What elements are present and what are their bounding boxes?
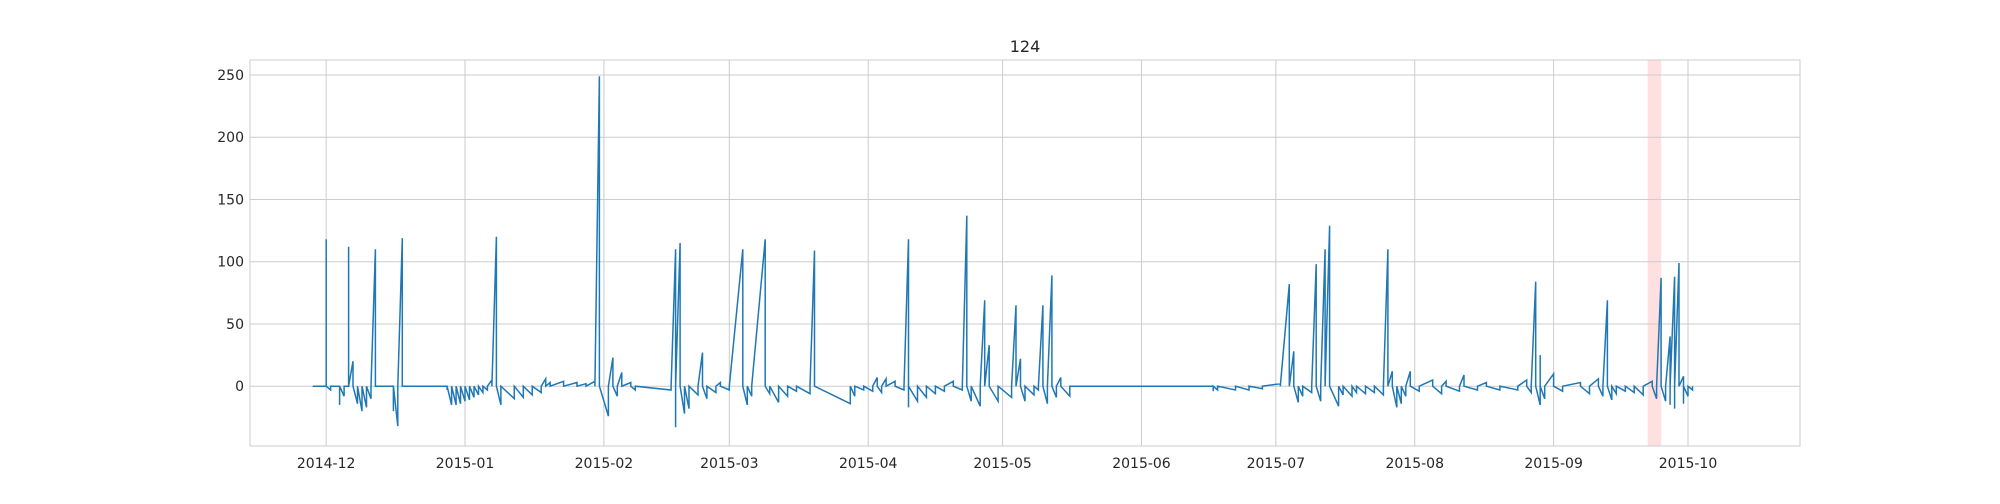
x-tick-label: 2015-01: [436, 456, 495, 472]
x-axis-tick-labels: 2014-12 2015-01 2015-02 2015-03 2015-04 2015-…: [297, 456, 1717, 472]
highlight-band-layer: [1647, 60, 1662, 446]
x-tick-label: 2015-02: [575, 456, 634, 472]
grid-layer: [250, 60, 1800, 446]
y-tick-label: 200: [217, 130, 244, 146]
y-tick-label: 0: [235, 379, 244, 395]
series-layer: [312, 76, 1694, 428]
x-tick-label: 2014-12: [297, 456, 356, 472]
x-tick-label: 2015-03: [700, 456, 759, 472]
chart-title: 124: [1010, 37, 1041, 56]
y-tick-label: 150: [217, 192, 244, 208]
x-tick-label: 2015-04: [839, 456, 898, 472]
x-tick-label: 2015-10: [1659, 456, 1718, 472]
x-tick-label: 2015-05: [973, 456, 1032, 472]
plot-area-frame: [249, 59, 1801, 447]
highlight-band: [1647, 60, 1662, 446]
y-tick-label: 50: [226, 317, 244, 333]
y-tick-label: 100: [217, 255, 244, 271]
plot-area-background: [250, 60, 1800, 446]
x-tick-label: 2015-07: [1247, 456, 1306, 472]
x-tick-label: 2015-06: [1112, 456, 1171, 472]
x-tick-label: 2015-08: [1385, 456, 1444, 472]
y-axis-tick-labels: 0 50 100 150 200 250: [217, 68, 244, 395]
series-line-0: [312, 76, 1694, 428]
x-tick-label: 2015-09: [1524, 456, 1583, 472]
y-tick-label: 250: [217, 68, 244, 84]
